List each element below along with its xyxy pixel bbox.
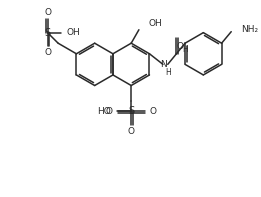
Text: O: O [106,107,112,116]
Text: NH₂: NH₂ [241,25,258,34]
Text: O: O [44,8,51,17]
Text: H: H [182,46,188,54]
Text: O: O [128,127,135,136]
Text: O: O [177,42,184,51]
Text: HO: HO [97,107,111,116]
Text: O: O [44,48,51,57]
Text: S: S [128,107,134,116]
Text: H: H [165,68,171,77]
Text: N: N [161,60,167,69]
Text: OH: OH [149,20,162,29]
Text: O: O [150,107,157,116]
Text: S: S [44,28,51,38]
Text: OH: OH [67,28,81,37]
